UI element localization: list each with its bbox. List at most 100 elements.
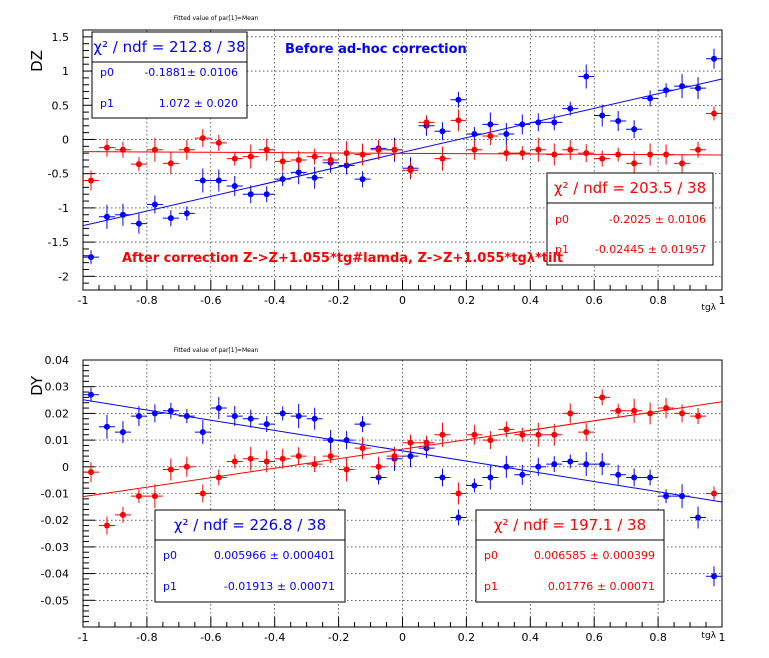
data-point [519, 150, 526, 157]
data-point [167, 466, 174, 473]
data-point [247, 153, 254, 160]
data-point [695, 146, 702, 153]
data-point [343, 162, 350, 169]
data-point [519, 121, 526, 128]
data-point [263, 421, 270, 428]
annotation-1: Before ad-hoc correction [285, 42, 467, 57]
y-tick-label: -1.5 [48, 236, 69, 249]
stats-p1-label: p1 [555, 243, 569, 256]
data-point [375, 463, 382, 470]
data-point [231, 155, 238, 162]
data-point [343, 437, 350, 444]
data-point [119, 146, 126, 153]
data-point [359, 151, 366, 158]
data-point [375, 146, 382, 153]
data-point [215, 139, 222, 146]
data-point [567, 458, 574, 465]
y-tick-label: 0.01 [45, 434, 70, 447]
data-point [247, 191, 254, 198]
data-point [119, 511, 126, 518]
y-tick-label: -0.05 [41, 594, 69, 607]
y-tick-label: 0 [62, 133, 69, 146]
data-point [247, 455, 254, 462]
data-point [183, 463, 190, 470]
data-point [231, 183, 238, 189]
x-tick-label: 0.4 [522, 631, 540, 644]
stats-chi2: χ² / ndf = 226.8 / 38 [174, 516, 326, 534]
data-point [135, 493, 142, 500]
data-point [423, 119, 430, 126]
chart-title: Fitted value of par[1]=Mean [174, 15, 259, 22]
data-point [567, 410, 574, 417]
y-tick-label: 0.5 [52, 99, 70, 112]
data-point [471, 482, 478, 489]
data-point [535, 146, 542, 153]
data-point [599, 461, 606, 468]
data-point [215, 405, 222, 412]
x-tick-label: 0.6 [585, 631, 603, 644]
data-point [295, 169, 302, 176]
data-point [119, 211, 126, 218]
data-point [615, 471, 622, 478]
data-point [311, 461, 318, 468]
x-tick-label: -0.2 [328, 294, 349, 307]
data-point [135, 161, 142, 168]
stats-p0-value: 0.006585 ± 0.000399 [534, 549, 655, 562]
data-point [103, 522, 110, 529]
data-point [231, 413, 238, 420]
data-point [199, 429, 206, 436]
x-tick-label: 0.4 [522, 294, 540, 307]
stats-box-1: χ² / ndf = 226.8 / 38 p0 0.005966 ± 0.0004… [154, 509, 346, 603]
data-point [455, 117, 462, 124]
data-point [311, 153, 318, 160]
stats-p0-label: p0 [484, 549, 498, 562]
y-tick-label: -1 [58, 202, 69, 215]
data-point [551, 431, 558, 438]
x-tick-label: 1 [719, 294, 726, 307]
data-point [711, 110, 718, 117]
y-tick-label: 0 [62, 461, 69, 474]
data-point [615, 151, 622, 158]
data-point [327, 437, 334, 444]
data-point [567, 146, 574, 153]
data-point [679, 160, 686, 167]
stats-p1-value: 0.01776 ± 0.00071 [548, 580, 655, 593]
data-point [439, 128, 446, 135]
data-point [375, 474, 382, 481]
data-point [487, 121, 494, 128]
y-tick-label: 0.03 [45, 381, 70, 394]
data-point [215, 177, 222, 184]
stats-p1-label: p1 [100, 97, 114, 110]
data-point [439, 474, 446, 481]
data-point [151, 146, 158, 153]
stats-box-2: χ² / ndf = 197.1 / 38 p0 0.006585 ± 0.0003… [475, 509, 665, 603]
data-point [183, 146, 190, 153]
data-point [87, 254, 94, 261]
data-point [119, 429, 126, 436]
data-point [487, 133, 494, 140]
data-point [663, 405, 670, 412]
data-point [231, 458, 238, 465]
data-point [279, 455, 286, 462]
x-tick-label: -0.6 [200, 294, 221, 307]
x-tick-label: 0.6 [585, 294, 603, 307]
data-point [359, 421, 366, 428]
stats-p0-label: p0 [100, 66, 114, 79]
y-axis-label: DZ [28, 50, 46, 72]
x-tick-label: 1 [719, 631, 726, 644]
data-point [135, 220, 142, 227]
stats-box-frame [475, 509, 665, 603]
data-point [471, 146, 478, 153]
chart-panel-1: -1 -0.8 -0.6 -0.4 -0.2 0 0.2 0.4 0.6 0.8 1tgλ-2-1.… [28, 15, 726, 313]
fit-line [83, 78, 722, 227]
data-point [711, 55, 718, 62]
data-point [519, 471, 526, 478]
stats-p1-value: -0.01913 ± 0.00071 [224, 580, 335, 593]
data-point [423, 439, 430, 446]
data-point [503, 131, 510, 137]
fit-line [83, 399, 722, 503]
stats-p1-value: -0.02445 ± 0.01957 [595, 243, 706, 256]
